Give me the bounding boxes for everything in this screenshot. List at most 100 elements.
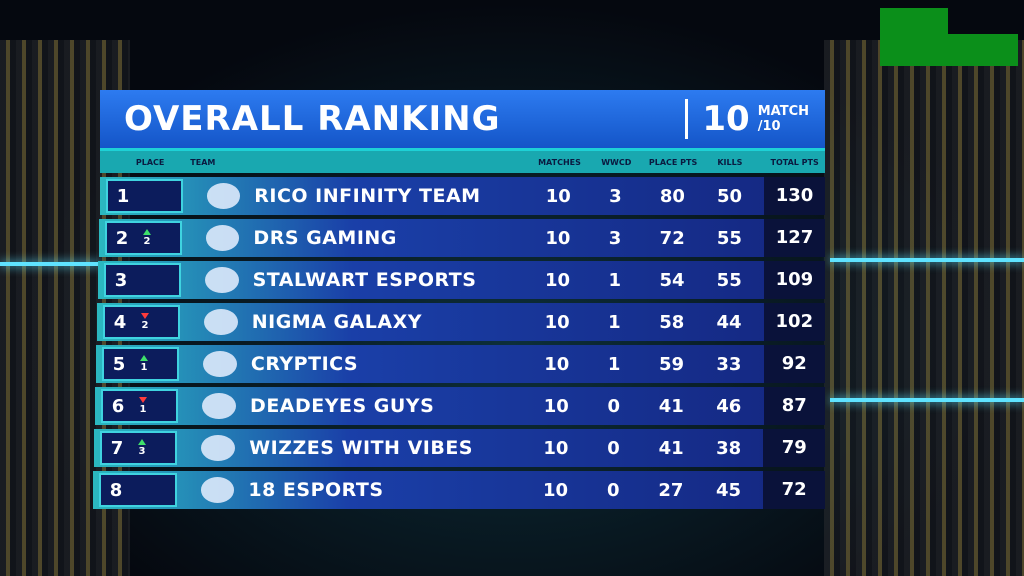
stat: 1 bbox=[608, 311, 621, 333]
team-name: DRS GAMING bbox=[253, 227, 397, 249]
team-name: NIGMA GALAXY bbox=[251, 311, 423, 333]
stat: 10 bbox=[545, 227, 571, 249]
change-arrow bbox=[143, 229, 151, 235]
team-logo bbox=[206, 183, 241, 209]
place: 2 bbox=[115, 227, 129, 249]
change-amount: 1 bbox=[140, 362, 148, 373]
stat: 0 bbox=[607, 395, 621, 417]
column-label: TEAM bbox=[190, 157, 216, 167]
ranking-row: 5 1 CRYPTICS 10 1 59 33 92 bbox=[96, 345, 825, 383]
neon-strip bbox=[830, 398, 1024, 402]
stat: 3 bbox=[608, 227, 622, 249]
total-points: 72 bbox=[763, 471, 825, 509]
place: 7 bbox=[110, 437, 124, 459]
stat: 33 bbox=[716, 353, 742, 375]
stat: 45 bbox=[715, 479, 742, 501]
stat: 72 bbox=[659, 227, 685, 249]
stat: 10 bbox=[544, 269, 571, 291]
stat: 41 bbox=[658, 395, 684, 417]
stat: 10 bbox=[543, 395, 569, 417]
stat: 1 bbox=[608, 269, 621, 291]
ranking-row: 7 3 WIZZES WITH VIBES 10 0 41 38 79 bbox=[94, 429, 826, 467]
stat: 80 bbox=[659, 185, 685, 207]
team-name: 18 ESPORTS bbox=[248, 479, 384, 501]
stat: 38 bbox=[716, 437, 742, 459]
title: OVERALL RANKING bbox=[124, 99, 501, 139]
place: 4 bbox=[113, 311, 127, 333]
ranking-row: 4 2 NIGMA GALAXY 10 1 58 44 102 bbox=[97, 303, 825, 341]
place: 1 bbox=[116, 185, 130, 207]
neon-strip bbox=[0, 262, 100, 266]
team-logo bbox=[201, 435, 236, 461]
team-logo bbox=[205, 267, 239, 293]
column-label: PLACE bbox=[135, 157, 165, 167]
stat: 10 bbox=[544, 353, 570, 375]
team-name: WIZZES WITH VIBES bbox=[249, 437, 473, 459]
total-points: 127 bbox=[763, 219, 826, 257]
change-amount: 1 bbox=[139, 404, 147, 415]
stat: 27 bbox=[658, 479, 684, 501]
column-label: MATCHES bbox=[538, 157, 581, 167]
ranking-row: 6 1 DEADEYES GUYS 10 0 41 46 87 bbox=[95, 387, 825, 425]
stat: 10 bbox=[545, 185, 571, 207]
title-bar: OVERALL RANKING 10 MATCH /10 bbox=[100, 90, 825, 151]
place-box: 3 bbox=[104, 263, 182, 297]
place: 3 bbox=[114, 269, 128, 291]
change-arrow bbox=[141, 313, 149, 319]
stat: 10 bbox=[543, 479, 569, 501]
match-label: MATCH bbox=[757, 104, 809, 119]
ranking-panel: OVERALL RANKING 10 MATCH /10 PLACE TEAM MA… bbox=[93, 90, 826, 509]
total-points: 92 bbox=[763, 345, 825, 383]
stat: 0 bbox=[606, 479, 620, 501]
stat: 46 bbox=[716, 395, 742, 417]
overlay-block bbox=[880, 8, 948, 66]
stat: 44 bbox=[716, 311, 742, 333]
stat: 54 bbox=[659, 269, 685, 291]
change-amount: 2 bbox=[143, 236, 151, 247]
stat: 3 bbox=[609, 185, 622, 207]
match-number: 10 bbox=[685, 99, 750, 139]
team-name: CRYPTICS bbox=[250, 353, 359, 375]
team-logo bbox=[204, 309, 238, 335]
rank-change: 2 bbox=[137, 229, 157, 247]
stat: 10 bbox=[544, 311, 570, 333]
ranking-row: 2 2 DRS GAMING 10 3 72 55 127 bbox=[99, 219, 826, 257]
place-box: 8 bbox=[99, 473, 177, 507]
total-points: 87 bbox=[763, 387, 825, 425]
ranking-row: 8 18 ESPORTS 10 0 27 45 72 bbox=[93, 471, 825, 509]
stat: 58 bbox=[659, 311, 685, 333]
stat: 1 bbox=[607, 353, 621, 375]
team-name: RICO INFINITY TEAM bbox=[254, 185, 481, 207]
team-logo bbox=[203, 351, 237, 377]
total-points: 109 bbox=[763, 261, 826, 299]
team-logo bbox=[202, 393, 237, 419]
ranking-row: 1 RICO INFINITY TEAM 10 3 80 50 130 bbox=[100, 177, 825, 215]
match-label-block: MATCH /10 bbox=[758, 104, 809, 134]
place: 8 bbox=[109, 479, 123, 501]
column-label: PLACE PTS bbox=[648, 157, 698, 167]
match-total: /10 bbox=[757, 119, 781, 134]
crowd bbox=[824, 40, 1024, 576]
overlay-block bbox=[948, 34, 1018, 66]
stat: 0 bbox=[607, 437, 620, 459]
rank-change: 1 bbox=[133, 397, 153, 415]
change-arrow bbox=[139, 397, 147, 403]
column-header: PLACE TEAM MATCHES WWCD PLACE PTS KILLS TOTAL … bbox=[100, 151, 825, 173]
place-box: 1 bbox=[106, 179, 183, 213]
rows: 1 RICO INFINITY TEAM 10 3 80 50 130 2 2 DRS GAMIN… bbox=[93, 177, 826, 509]
team-logo bbox=[205, 225, 240, 251]
rank-change: 2 bbox=[135, 313, 155, 331]
neon-strip bbox=[830, 258, 1024, 262]
stat: 41 bbox=[658, 437, 684, 459]
team-name: STALWART ESPORTS bbox=[252, 269, 477, 291]
total-points: 102 bbox=[763, 303, 825, 341]
stat: 55 bbox=[716, 269, 742, 291]
stat: 59 bbox=[659, 353, 685, 375]
column-label: KILLS bbox=[717, 157, 743, 167]
change-arrow bbox=[140, 355, 148, 361]
